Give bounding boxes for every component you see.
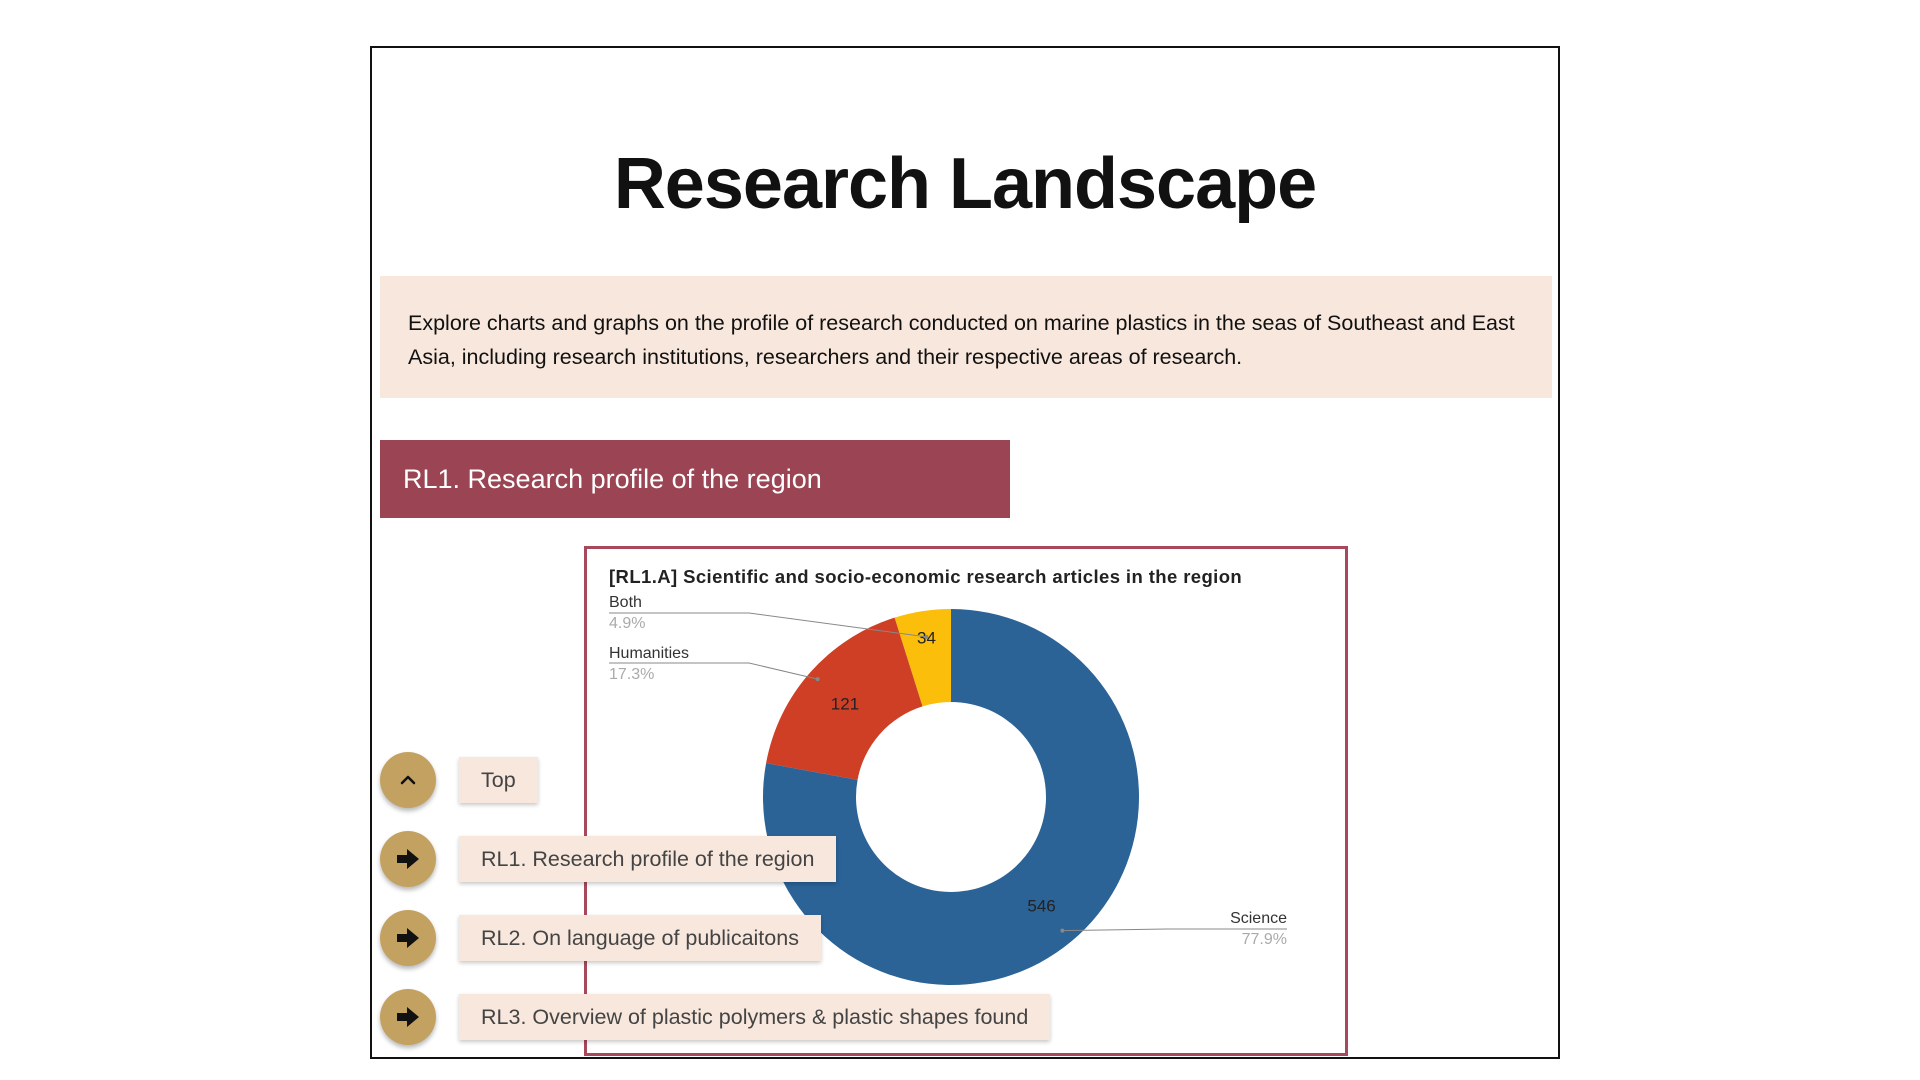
nav-rl2-button[interactable] xyxy=(380,910,436,966)
slice-value-science: 546 xyxy=(1027,897,1055,916)
chart-title: [RL1.A] Scientific and socio-economic re… xyxy=(609,566,1242,587)
leader-dot-both xyxy=(924,634,929,639)
donut-chart: [RL1.A] Scientific and socio-economic re… xyxy=(609,566,1287,985)
intro-text: Explore charts and graphs on the profile… xyxy=(380,276,1552,398)
slice-both[interactable] xyxy=(894,609,951,707)
leader-line-humanities xyxy=(609,662,818,680)
legend-label-humanities: Humanities xyxy=(609,645,689,662)
nav-rl1-button[interactable] xyxy=(380,831,436,887)
slice-value-humanities: 121 xyxy=(831,694,859,713)
leader-dot-science xyxy=(1060,928,1065,933)
leader-line-both xyxy=(609,612,927,638)
nav-rl1-label[interactable]: RL1. Research profile of the region xyxy=(459,836,837,882)
leader-dot-humanities xyxy=(815,677,820,682)
leader-line-science xyxy=(1062,928,1287,932)
legend-label-science: Science xyxy=(1230,910,1287,927)
chevron-up-icon xyxy=(400,775,416,785)
page-frame: Research Landscape Explore charts and gr… xyxy=(370,46,1560,1059)
nav-rl2-label[interactable]: RL2. On language of publicaitons xyxy=(459,915,821,961)
arrow-right-icon xyxy=(397,849,419,869)
nav-top-button[interactable] xyxy=(380,752,436,808)
page-title: Research Landscape xyxy=(613,144,1317,224)
nav-rl3-button[interactable] xyxy=(380,989,436,1045)
nav-rl3-label[interactable]: RL3. Overview of plastic polymers & plas… xyxy=(459,994,1051,1040)
nav-top-label[interactable]: Top xyxy=(459,757,538,803)
section-header-rl1: RL1. Research profile of the region xyxy=(380,440,1010,518)
arrow-right-icon xyxy=(397,1007,419,1027)
legend-percent-science: 77.9% xyxy=(1242,931,1287,948)
chart-container: [RL1.A] Scientific and socio-economic re… xyxy=(584,546,1348,1056)
arrow-right-icon xyxy=(397,928,419,948)
legend-percent-both: 4.9% xyxy=(609,615,645,632)
legend-percent-humanities: 17.3% xyxy=(609,666,654,683)
slice-science[interactable] xyxy=(763,609,1139,985)
legend-label-both: Both xyxy=(609,594,642,611)
slice-humanities[interactable] xyxy=(766,617,923,780)
